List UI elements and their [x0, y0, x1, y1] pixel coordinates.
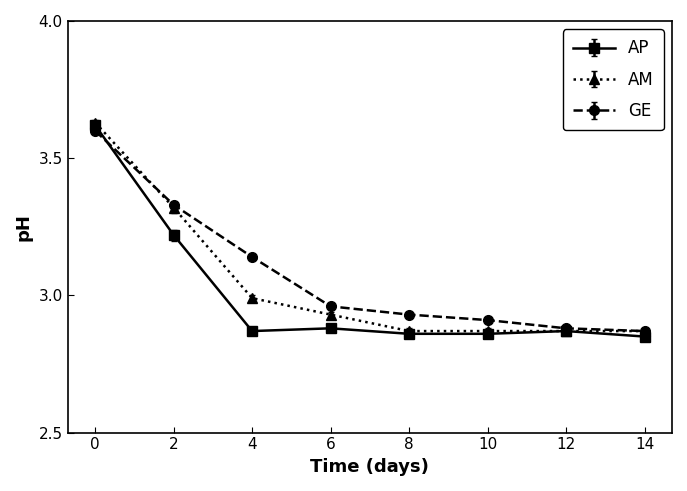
Y-axis label: pH: pH — [15, 213, 33, 241]
X-axis label: Time (days): Time (days) — [311, 458, 429, 476]
Legend: AP, AM, GE: AP, AM, GE — [563, 29, 664, 130]
